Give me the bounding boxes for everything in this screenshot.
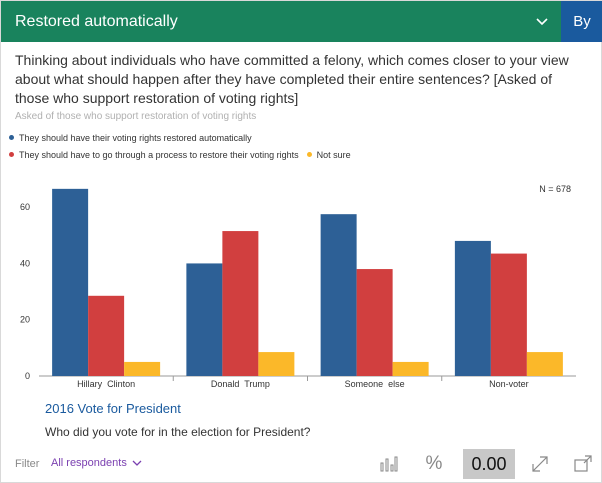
share-icon[interactable]: [525, 449, 553, 479]
bar[interactable]: [454, 240, 491, 376]
bar[interactable]: [124, 361, 161, 376]
bar[interactable]: [52, 188, 89, 376]
x-tick-label: Someone else: [345, 379, 405, 389]
subgroup-note: Asked of those who support restoration o…: [15, 111, 257, 122]
legend-item: They should have to go through a process…: [9, 150, 299, 160]
legend-swatch: [9, 135, 14, 140]
filter-label: Filter: [15, 458, 40, 470]
card-title: Restored automatically: [15, 12, 178, 30]
bar[interactable]: [88, 295, 125, 376]
legend-item: They should have their voting rights res…: [9, 133, 252, 143]
legend-swatch: [306, 152, 312, 157]
expand-icon[interactable]: [569, 449, 597, 479]
card-header: Restored automatically By: [1, 1, 602, 42]
question-text: Thinking about individuals who have comm…: [15, 52, 569, 106]
bar[interactable]: [392, 361, 429, 376]
by-button[interactable]: By: [561, 1, 602, 42]
legend-label: Not sure: [316, 149, 351, 160]
y-tick-label: 60: [20, 202, 30, 212]
y-tick-label: 0: [25, 371, 30, 381]
chevron-down-icon[interactable]: [523, 1, 561, 42]
chart-legend: They should have their voting rights res…: [9, 129, 599, 163]
bar[interactable]: [526, 352, 563, 376]
x-tick-label: Hillary Clinton: [77, 379, 135, 389]
bar[interactable]: [356, 269, 393, 376]
x-axis-question: Who did you vote for in the election for…: [45, 425, 311, 439]
bar[interactable]: [258, 352, 295, 376]
sample-size-label: N = 678: [539, 184, 571, 194]
bar[interactable]: [320, 214, 357, 376]
bar[interactable]: [186, 263, 223, 376]
card-footer: Filter All respondents % 0.00: [1, 449, 602, 479]
bar[interactable]: [490, 253, 527, 376]
percent-toggle[interactable]: %: [425, 453, 443, 474]
y-tick-label: 20: [20, 315, 30, 325]
bar[interactable]: [222, 231, 259, 376]
legend-swatch: [9, 152, 14, 157]
legend-label: They should have their voting rights res…: [19, 132, 252, 143]
bar-chart: 0 20 40 60 Hillary Clinton Donald Trump Someon…: [20, 188, 576, 389]
filter-value: All respondents: [51, 457, 127, 469]
legend-item: Not sure: [306, 149, 351, 160]
bar-chart-icon[interactable]: [375, 449, 403, 479]
y-tick-label: 40: [20, 258, 30, 268]
x-tick-label: Donald Trump: [211, 379, 270, 389]
legend-label: They should have to go through a process…: [19, 149, 299, 160]
filter-dropdown[interactable]: All respondents: [51, 457, 142, 469]
chevron-down-icon: [132, 460, 142, 466]
x-tick-label: Non-voter: [489, 379, 529, 389]
decimals-toggle[interactable]: 0.00: [463, 449, 515, 479]
x-axis-title[interactable]: 2016 Vote for President: [45, 401, 181, 416]
